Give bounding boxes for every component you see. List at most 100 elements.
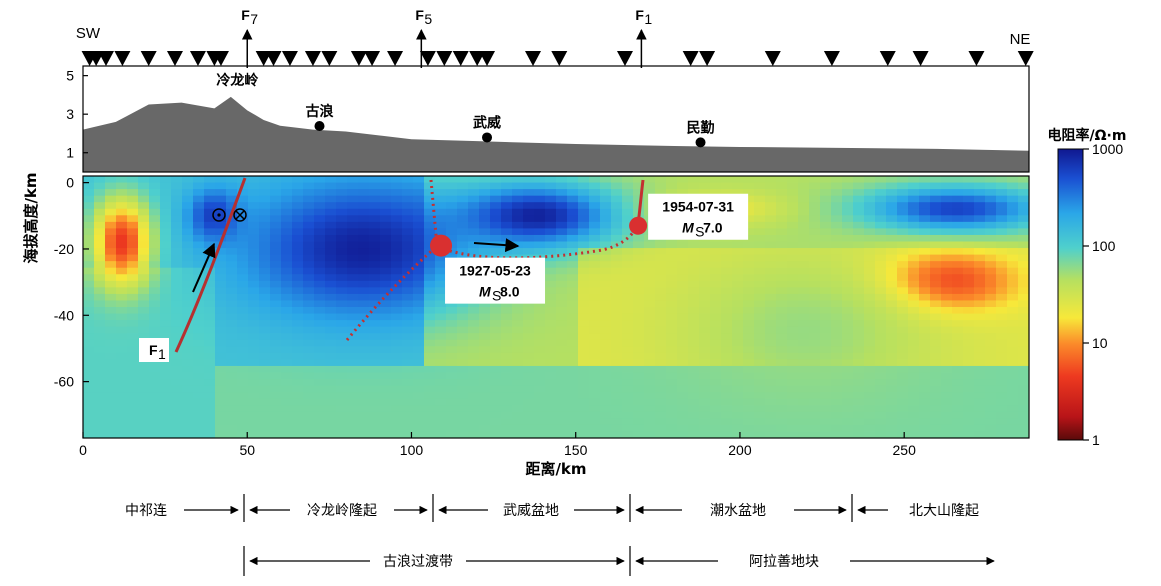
- resistivity-cell: [611, 182, 623, 190]
- resistivity-cell: [215, 372, 227, 380]
- resistivity-cell: [710, 365, 722, 374]
- topo-y-tick-label: 1: [66, 145, 74, 161]
- resistivity-cell: [1007, 280, 1019, 288]
- resistivity-cell: [930, 359, 942, 367]
- resistivity-cell: [171, 195, 183, 203]
- resistivity-cell: [875, 176, 887, 184]
- resistivity-cell: [182, 352, 194, 360]
- resistivity-cell: [402, 287, 414, 295]
- resistivity-cell: [699, 346, 711, 354]
- resistivity-cell: [127, 372, 139, 380]
- resistivity-cell: [765, 189, 777, 197]
- resistivity-cell: [424, 385, 436, 393]
- resistivity-cell: [402, 320, 414, 328]
- resistivity-cell: [479, 411, 491, 419]
- resistivity-cell: [765, 385, 777, 393]
- resistivity-cell: [897, 333, 909, 341]
- resistivity-cell: [556, 372, 568, 380]
- resistivity-cell: [787, 424, 799, 433]
- resistivity-cell: [941, 307, 953, 315]
- resistivity-cell: [567, 261, 579, 269]
- resistivity-cell: [303, 300, 315, 308]
- resistivity-cell: [182, 379, 194, 387]
- resistivity-cell: [479, 326, 491, 334]
- resistivity-cell: [974, 359, 986, 367]
- resistivity-cell: [578, 352, 590, 360]
- resistivity-cell: [600, 372, 612, 380]
- resistivity-cell: [182, 405, 194, 413]
- resistivity-cell: [864, 248, 876, 256]
- resistivity-cell: [259, 287, 271, 295]
- resistivity-cell: [1007, 326, 1019, 334]
- resistivity-cell: [501, 326, 513, 334]
- resistivity-cell: [281, 352, 293, 360]
- resistivity-cell: [864, 208, 876, 216]
- resistivity-cell: [974, 424, 986, 433]
- resistivity-cell: [589, 333, 601, 341]
- resistivity-cell: [435, 405, 447, 413]
- resistivity-cell: [171, 431, 183, 438]
- resistivity-cell: [930, 267, 942, 275]
- resistivity-cell: [974, 326, 986, 334]
- resistivity-cell: [853, 339, 865, 347]
- resistivity-cell: [457, 195, 469, 203]
- resistivity-cell: [897, 182, 909, 190]
- resistivity-cell: [490, 372, 502, 380]
- resistivity-cell: [336, 307, 348, 315]
- resistivity-cell: [765, 418, 777, 426]
- resistivity-cell: [842, 424, 854, 433]
- resistivity-cell: [600, 215, 612, 223]
- resistivity-cell: [941, 392, 953, 400]
- resistivity-cell: [600, 261, 612, 269]
- resistivity-cell: [116, 424, 128, 433]
- resistivity-cell: [336, 313, 348, 321]
- resistivity-cell: [523, 392, 535, 400]
- resistivity-cell: [281, 365, 293, 374]
- resistivity-cell: [248, 228, 260, 236]
- resistivity-cell: [314, 189, 326, 197]
- resistivity-cell: [952, 365, 964, 374]
- resistivity-cell: [424, 208, 436, 216]
- resistivity-cell: [545, 372, 557, 380]
- resistivity-cell: [83, 339, 95, 347]
- resistivity-cell: [138, 182, 150, 190]
- resistivity-cell: [380, 424, 392, 433]
- resistivity-cell: [369, 215, 381, 223]
- resistivity-cell: [996, 411, 1008, 419]
- resistivity-cell: [512, 392, 524, 400]
- resistivity-cell: [292, 372, 304, 380]
- resistivity-cell: [666, 307, 678, 315]
- resistivity-cell: [292, 424, 304, 433]
- resistivity-cell: [688, 293, 700, 302]
- resistivity-cell: [589, 280, 601, 288]
- resistivity-cell: [369, 333, 381, 341]
- resistivity-cell: [270, 405, 282, 413]
- resistivity-cell: [710, 359, 722, 367]
- resistivity-cell: [688, 254, 700, 262]
- resistivity-cell: [259, 228, 271, 236]
- resistivity-cell: [886, 234, 898, 243]
- resistivity-cell: [413, 287, 425, 295]
- resistivity-cell: [611, 300, 623, 308]
- resistivity-cell: [270, 431, 282, 438]
- resistivity-cell: [908, 280, 920, 288]
- resistivity-cell: [732, 352, 744, 360]
- resistivity-cell: [974, 293, 986, 302]
- topo-y-tick-label: 3: [66, 106, 74, 122]
- resistivity-cell: [193, 398, 205, 406]
- resistivity-cell: [567, 189, 579, 197]
- resistivity-cell: [622, 398, 634, 406]
- resistivity-cell: [567, 359, 579, 367]
- station-triangle: [304, 51, 321, 66]
- resistivity-cell: [105, 405, 117, 413]
- resistivity-cell: [699, 365, 711, 374]
- resistivity-cell: [611, 424, 623, 433]
- resistivity-cell: [908, 418, 920, 426]
- resistivity-cell: [193, 359, 205, 367]
- resistivity-cell: [325, 359, 337, 367]
- resistivity-cell: [204, 333, 216, 341]
- resistivity-cell: [226, 379, 238, 387]
- resistivity-cell: [402, 307, 414, 315]
- resistivity-cell: [578, 176, 590, 184]
- resistivity-cell: [149, 300, 161, 308]
